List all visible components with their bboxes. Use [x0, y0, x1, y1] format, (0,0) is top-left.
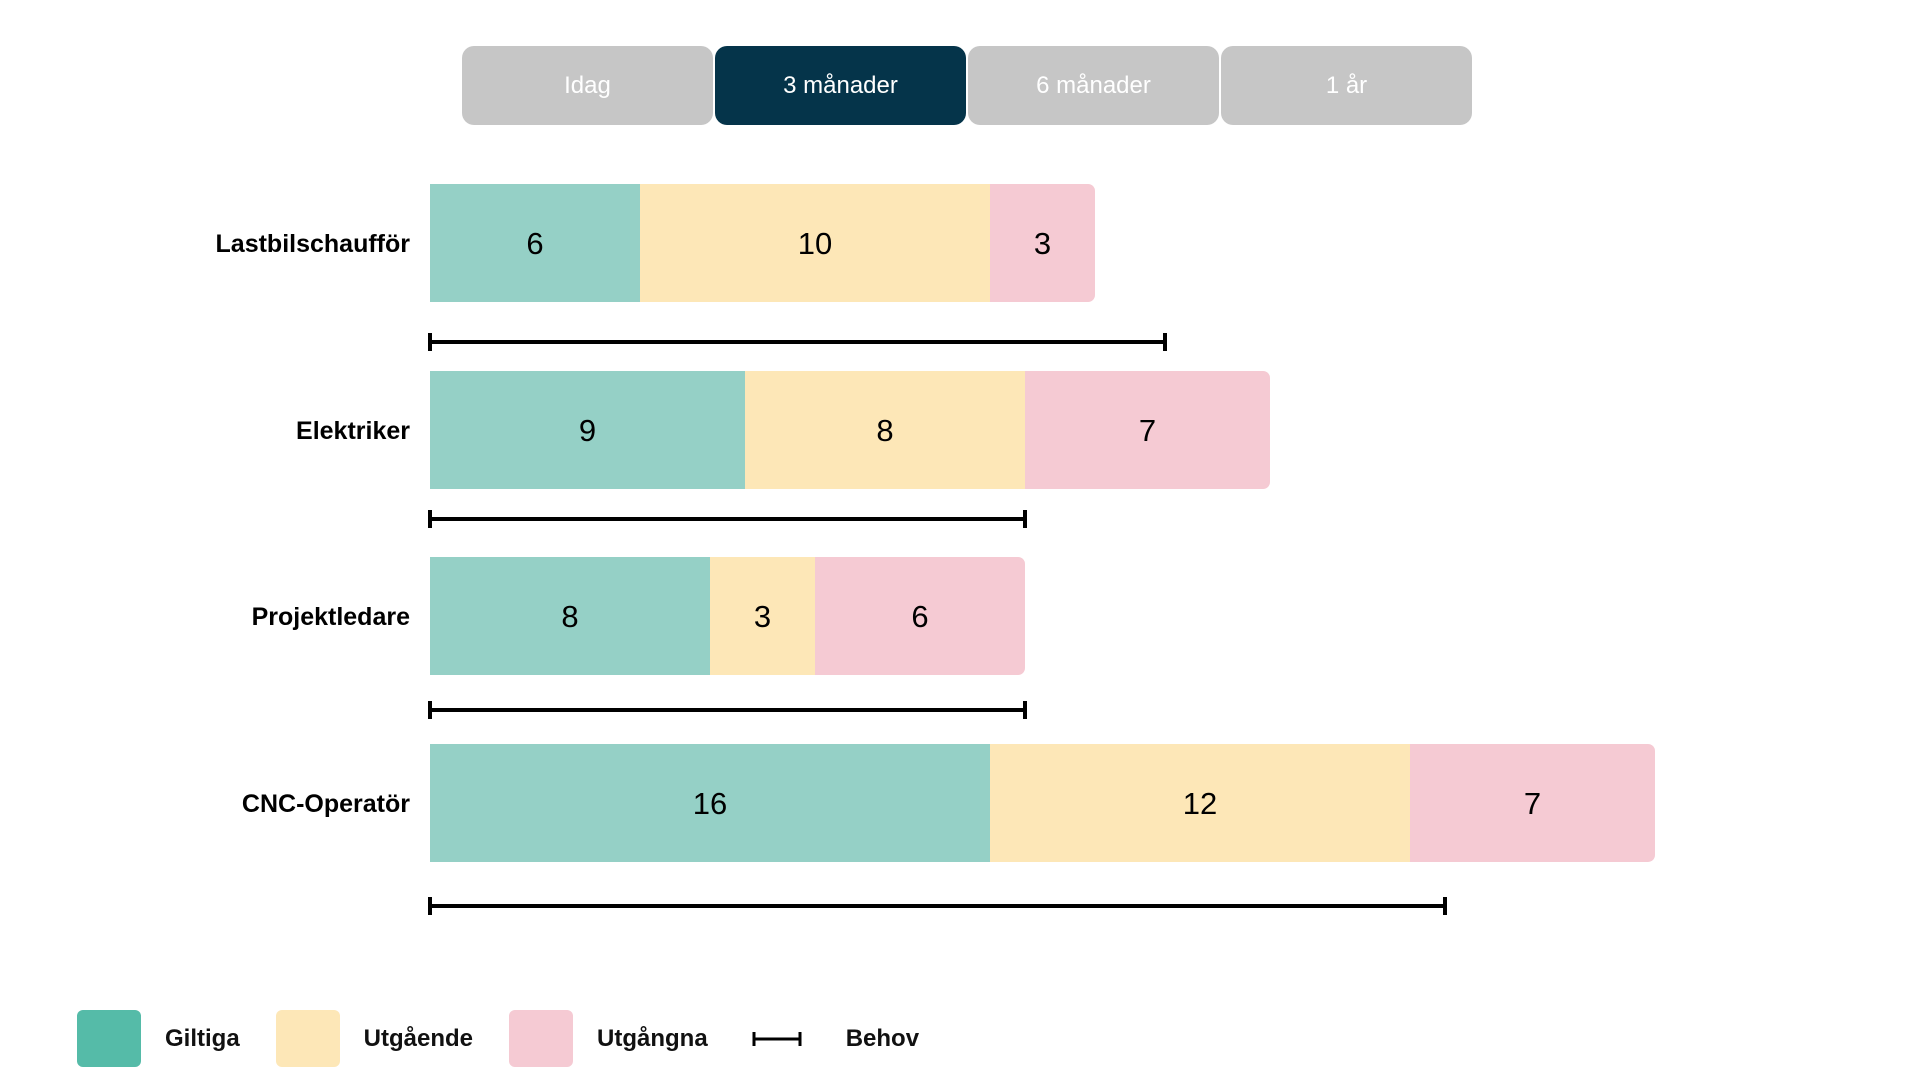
value-label-utgaende: 3 — [754, 599, 771, 634]
bar-segment-giltiga — [430, 184, 640, 302]
tab-3-manader[interactable]: 3 månader — [715, 46, 966, 125]
bar-segment-giltiga — [430, 557, 710, 675]
legend-label-behov: Behov — [845, 1024, 920, 1052]
legend: Giltiga Utgående Utgångna Behov — [77, 1010, 955, 1067]
bar-segment-utgaende — [640, 184, 990, 302]
behov-line-icon — [752, 1031, 802, 1046]
category-label: CNC-Operatör — [242, 790, 410, 818]
behov-line — [428, 510, 1027, 528]
bar-segment-utgangna — [1025, 371, 1270, 489]
legend-item-giltiga: Giltiga — [77, 1010, 240, 1067]
behov-line — [428, 897, 1447, 915]
behov-line — [428, 701, 1027, 719]
bar-group — [430, 557, 1025, 675]
value-label-utgangna: 7 — [1139, 413, 1156, 448]
legend-label-utgangna: Utgångna — [597, 1024, 708, 1052]
bar-segment-utgaende — [745, 371, 1025, 489]
value-label-utgaende: 10 — [798, 226, 832, 261]
bar-group — [430, 371, 1270, 489]
bar-segment-giltiga — [430, 744, 990, 862]
legend-item-utgangna: Utgångna — [509, 1010, 708, 1067]
bar-segment-utgaende — [710, 557, 815, 675]
value-label-giltiga: 9 — [579, 413, 596, 448]
category-label: Projektledare — [252, 603, 411, 631]
value-label-giltiga: 6 — [526, 226, 543, 261]
value-label-utgaende: 8 — [876, 413, 893, 448]
bar-segment-giltiga — [430, 371, 745, 489]
value-label-utgangna: 3 — [1034, 226, 1051, 261]
bar-segment-utgangna — [1410, 744, 1655, 862]
bar-segment-utgangna — [990, 184, 1095, 302]
tab-1-ar[interactable]: 1 år — [1221, 46, 1472, 125]
stacked-bar-chart: Lastbilschaufför 6 10 3 Elektriker 9 8 7 Projekt… — [216, 184, 1655, 915]
legend-item-utgaende: Utgående — [275, 1010, 474, 1067]
period-tabs: Idag 3 månader 6 månader 1 år — [462, 46, 1472, 125]
value-label-utgangna: 7 — [1524, 786, 1541, 821]
tab-6-manader[interactable]: 6 månader — [968, 46, 1219, 125]
legend-label-giltiga: Giltiga — [165, 1024, 240, 1052]
value-label-utgaende: 12 — [1183, 786, 1217, 821]
category-label: Elektriker — [296, 417, 410, 445]
legend-swatch-utgangna — [509, 1010, 574, 1067]
legend-label-utgaende: Utgående — [363, 1024, 474, 1052]
legend-swatch-utgaende — [275, 1010, 340, 1067]
behov-line — [428, 333, 1167, 351]
value-label-giltiga: 8 — [561, 599, 578, 634]
legend-item-behov: Behov — [744, 1025, 919, 1053]
category-label: Lastbilschaufför — [216, 230, 411, 258]
value-label-utgangna: 6 — [911, 599, 928, 634]
bar-group — [430, 744, 1655, 862]
bar-segment-utgangna — [815, 557, 1025, 675]
bar-group — [430, 184, 1095, 302]
value-label-giltiga: 16 — [693, 786, 727, 821]
legend-swatch-giltiga — [77, 1010, 141, 1067]
bar-segment-utgaende — [990, 744, 1410, 862]
tab-idag[interactable]: Idag — [462, 46, 713, 125]
